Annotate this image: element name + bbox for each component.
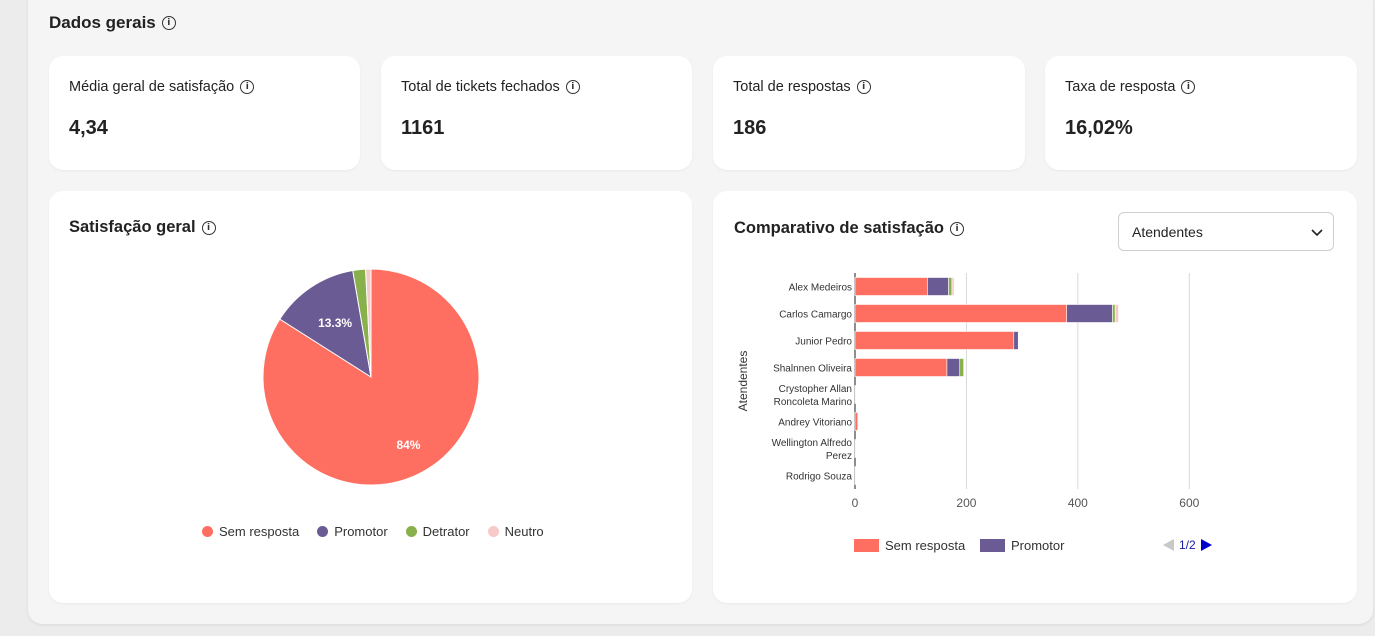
info-icon[interactable]: i (201, 220, 216, 235)
legend-label: Promotor (334, 524, 388, 539)
kpi-value: 16,02% (1065, 117, 1133, 139)
bar-segment[interactable] (854, 331, 1015, 350)
legend-label: Sem resposta (885, 538, 966, 553)
kpi-value: 4,34 (69, 117, 108, 139)
bar-chart-title: Comparativo de satisfação (734, 219, 944, 237)
x-tick-label: 400 (1068, 496, 1088, 510)
kpi-card-respostas: Total de respostas i 186 (713, 56, 1025, 170)
kpi-card-taxa: Taxa de resposta i 16,02% (1045, 56, 1357, 170)
legend-label: Sem resposta (219, 524, 300, 539)
chevron-down-icon (1311, 229, 1323, 237)
pie-chart-title: Satisfação geral (69, 218, 196, 236)
info-icon[interactable]: i (240, 80, 255, 94)
bar-segment[interactable] (854, 304, 1068, 323)
legend-item[interactable]: Promotor (317, 524, 388, 539)
bar-chart: 0 200 400 600 Atendentes Alex Medeiros Carlos … (736, 273, 1200, 510)
legend-item[interactable]: Sem resposta (854, 538, 965, 553)
y-tick-label: Alex Medeiros (789, 283, 852, 294)
info-icon[interactable]: i (1181, 80, 1196, 94)
bar-segment[interactable] (854, 277, 928, 296)
bar-segment[interactable] (959, 358, 964, 377)
kpi-label: Total de respostas (733, 79, 851, 95)
bar-segment[interactable] (854, 439, 856, 458)
y-tick-label: Andrey Vitoriano (778, 418, 852, 429)
info-icon[interactable]: i (161, 16, 176, 30)
y-tick-label: Carlos Camargo (779, 310, 852, 321)
x-tick-label: 200 (956, 496, 976, 510)
bar-segment[interactable] (946, 358, 961, 377)
bar-segment[interactable] (1066, 304, 1113, 323)
legend-label: Neutro (504, 524, 544, 539)
pie-chart-card: Satisfação geral i 84% 13.3% Sem resposta… (49, 191, 692, 603)
pie-data-label: 13.3% (318, 316, 352, 330)
bar-segment[interactable] (854, 466, 856, 485)
pie-slice[interactable] (365, 268, 372, 378)
x-tick-label: 600 (1179, 496, 1199, 510)
pie-slice[interactable] (262, 268, 480, 486)
info-icon[interactable]: i (565, 80, 580, 94)
legend-dot (202, 526, 213, 537)
group-by-select[interactable]: Atendentes (1118, 212, 1334, 251)
kpi-label: Média geral de satisfação (69, 79, 235, 95)
y-axis-title: Atendentes (736, 351, 750, 412)
pie-slice[interactable] (279, 269, 372, 379)
section-title: Dados gerais (49, 13, 156, 32)
kpi-card-media: Média geral de satisfação i 4,34 (49, 56, 360, 170)
info-icon[interactable]: i (950, 221, 964, 236)
legend-label: Detrator (422, 524, 470, 539)
kpi-card-tickets: Total de tickets fechados i 1161 (381, 56, 692, 170)
prev-page-icon[interactable] (1163, 539, 1175, 551)
y-tick-label: Shalnnen Oliveira (773, 364, 852, 375)
legend-dot (317, 526, 329, 537)
legend-swatch (854, 539, 879, 552)
legend-swatch (980, 539, 1005, 552)
legend-item[interactable]: Detrator (405, 524, 470, 539)
kpi-value: 1161 (401, 117, 445, 139)
legend-item[interactable]: Neutro (487, 524, 544, 539)
legend-item[interactable]: Promotor (980, 538, 1064, 553)
bar-segment[interactable] (854, 412, 859, 431)
select-value: Atendentes (1132, 224, 1203, 240)
bar-segment[interactable] (1112, 304, 1116, 323)
bar-segment[interactable] (948, 277, 953, 296)
kpi-value: 186 (733, 117, 767, 139)
bar-segment[interactable] (1114, 304, 1119, 323)
pie-chart: 84% 13.3% (262, 268, 480, 486)
legend-dot (405, 526, 417, 537)
pager-text: 1/2 (1179, 538, 1196, 552)
y-tick-label: Wellington Alfredo Perez (772, 438, 853, 462)
legend-dot (487, 526, 499, 537)
legend-label: Promotor (1011, 538, 1065, 553)
legend-item[interactable]: Sem resposta (202, 524, 299, 539)
y-tick-label: Junior Pedro (795, 337, 852, 348)
kpi-label: Taxa de resposta (1065, 79, 1176, 95)
bar-segment[interactable] (854, 358, 948, 377)
x-tick-label: 0 (852, 496, 859, 510)
bar-segment[interactable] (951, 277, 955, 296)
y-tick-label: Crystopher Allan Roncoleta Marino (774, 384, 853, 408)
bar-segment[interactable] (854, 385, 856, 404)
kpi-label: Total de tickets fechados (401, 79, 560, 95)
bar-segment[interactable] (927, 277, 949, 296)
bar-chart-card: Comparativo de satisfação i Atendentes 0… (713, 191, 1357, 603)
next-page-icon[interactable] (1200, 539, 1212, 551)
y-tick-label: Rodrigo Souza (786, 472, 853, 483)
info-icon[interactable]: i (856, 80, 871, 94)
bar-segment[interactable] (1013, 331, 1019, 350)
section-header: Dados gerais i (49, 13, 176, 33)
legend-pager: 1/2 (1163, 538, 1212, 552)
pie-legend: Sem resposta Promotor Detrator Neutro (202, 524, 544, 539)
pie-data-label: 84% (396, 438, 420, 452)
